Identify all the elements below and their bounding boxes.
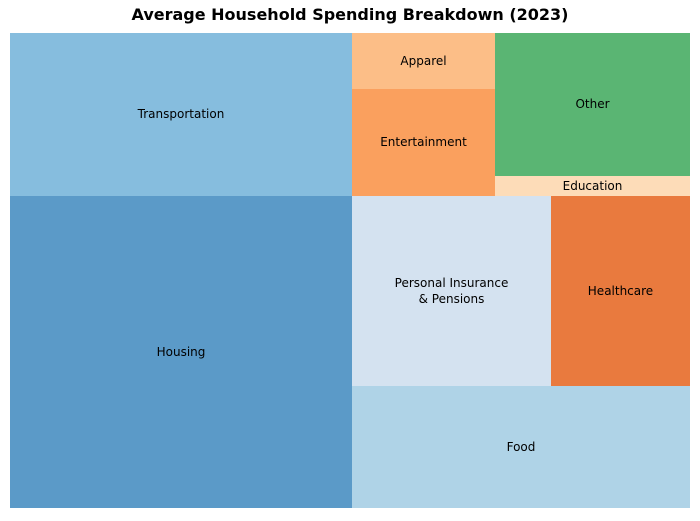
treemap-cell-label: Transportation <box>137 107 225 122</box>
treemap-cell-label: Other <box>575 97 610 112</box>
treemap-cell-label: Food <box>506 439 536 454</box>
treemap-cell-label: Apparel <box>400 53 447 68</box>
treemap-cell-label: Personal Insurance & Pensions <box>394 275 509 306</box>
treemap-cell-food: Food <box>352 386 690 508</box>
treemap-cell-label: Healthcare <box>587 283 654 298</box>
treemap-cell-other: Other <box>495 33 690 176</box>
treemap-cell-apparel: Apparel <box>352 33 495 89</box>
treemap-cell-housing: Housing <box>10 196 352 508</box>
treemap-cell-label: Entertainment <box>380 135 467 150</box>
treemap-cell-transportation: Transportation <box>10 33 352 196</box>
treemap-cell-personal-insurance-pensions: Personal Insurance & Pensions <box>352 196 551 386</box>
treemap-cell-healthcare: Healthcare <box>551 196 690 386</box>
treemap-cell-education: Education <box>495 176 690 196</box>
treemap-cell-label: Education <box>562 178 623 193</box>
chart-title: Average Household Spending Breakdown (20… <box>131 5 569 24</box>
treemap-cell-entertainment: Entertainment <box>352 89 495 196</box>
treemap-cell-label: Housing <box>156 344 206 359</box>
